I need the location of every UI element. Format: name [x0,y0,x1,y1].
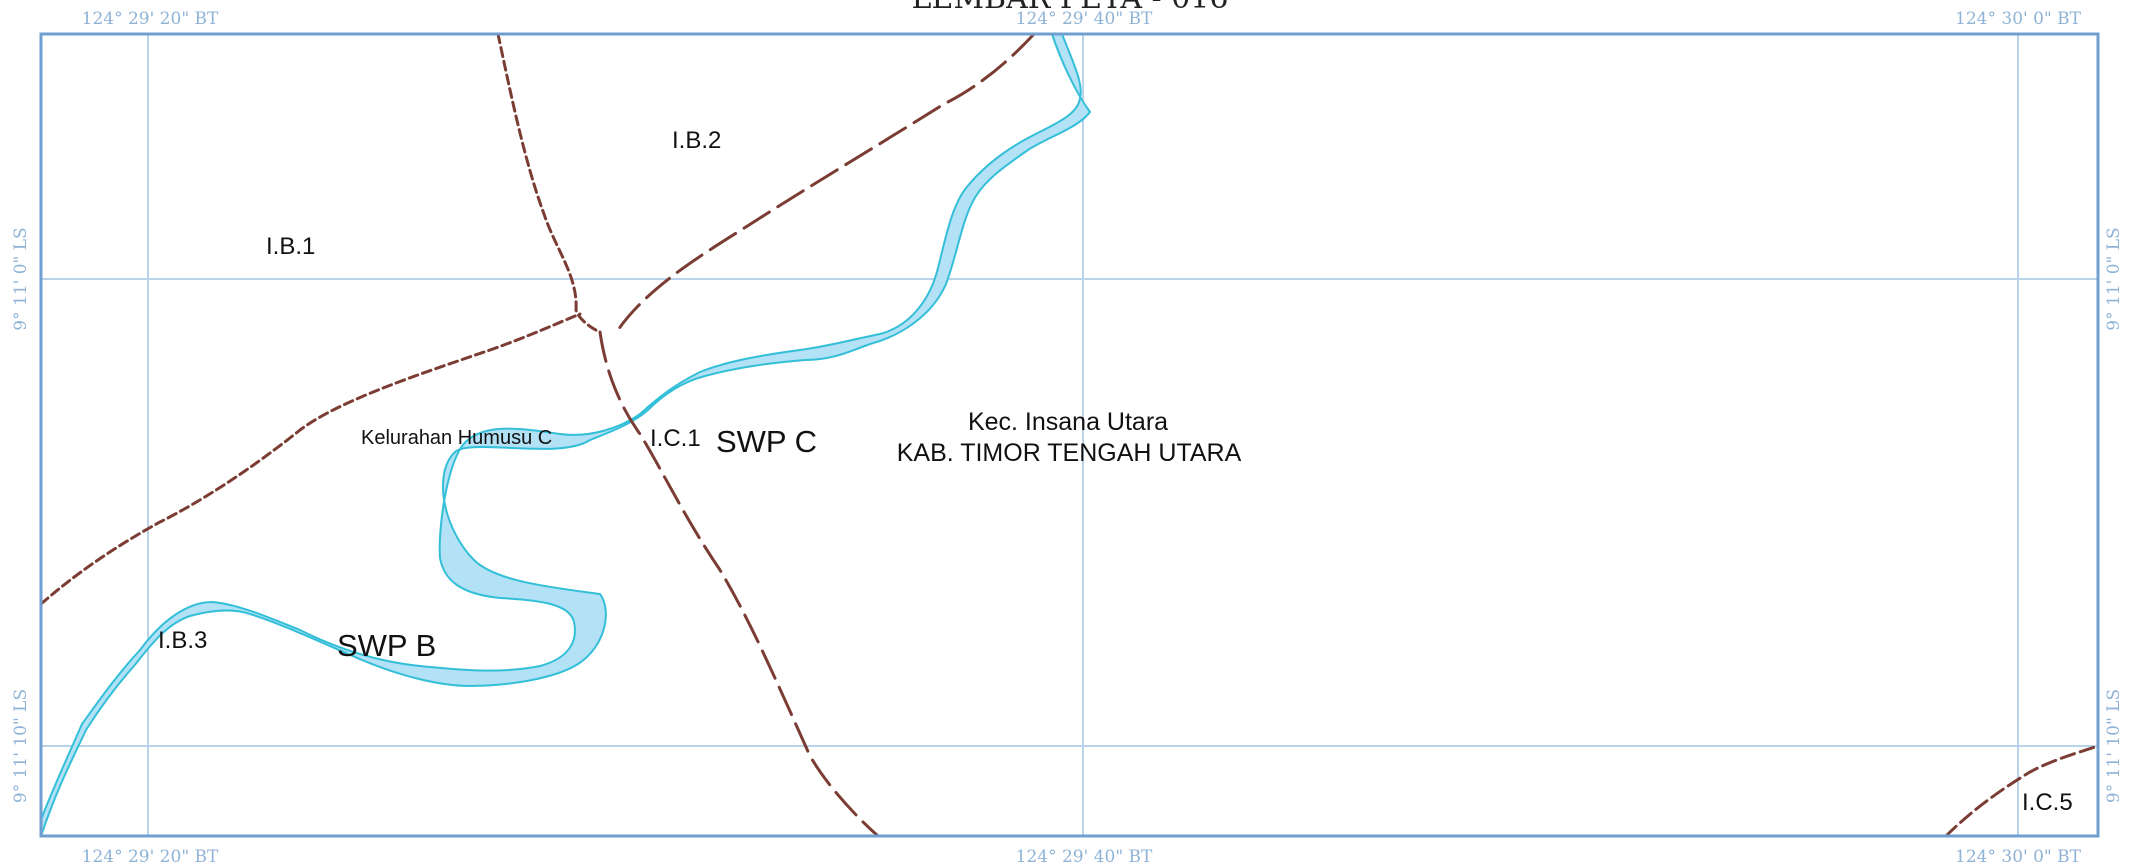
coord-label-top-left: 124° 29' 20" BT [82,9,219,29]
label-ib1: I.B.1 [266,233,315,260]
label-kelurahan: Kelurahan Humusu C [361,427,552,449]
label-ib2: I.B.2 [672,127,721,154]
label-ib3: I.B.3 [158,627,207,654]
boundary-line-south [598,330,880,838]
boundary-line-northeast [616,32,1036,332]
graticule [41,34,2098,836]
label-swp-b: SWP B [337,628,436,663]
coord-label-left-lower: 9° 11' 10" LS [11,689,31,803]
label-swp-c: SWP C [716,424,817,459]
coord-label-bottom-right: 124° 30' 0" BT [1955,847,2082,867]
label-kabupaten: KAB. TIMOR TENGAH UTARA [897,439,1242,467]
label-ic1: I.C.1 [650,425,701,452]
coord-label-bottom-mid: 124° 29' 40" BT [1016,847,1153,867]
river [40,33,1091,837]
boundary-line-north [496,32,602,334]
boundary-line-west [39,312,582,606]
river-polygon [40,33,1091,837]
admin-boundaries [39,32,2100,838]
map-frame [39,32,2100,838]
coord-label-top-right: 124° 30' 0" BT [1955,9,2082,29]
coord-label-bottom-left: 124° 29' 20" BT [82,847,219,867]
label-ic5: I.C.5 [2022,789,2073,816]
coord-label-right-lower: 9° 11' 10" LS [2104,689,2124,803]
coord-label-right-upper: 9° 11' 0" LS [2104,227,2124,330]
label-kecamatan: Kec. Insana Utara [968,408,1168,436]
coord-label-top-mid: 124° 29' 40" BT [1016,9,1153,29]
boundary-line-southeast [1944,744,2100,838]
sheet-title: LEMBAR PETA - 016 [912,0,1229,16]
coord-label-left-upper: 9° 11' 0" LS [11,227,31,330]
